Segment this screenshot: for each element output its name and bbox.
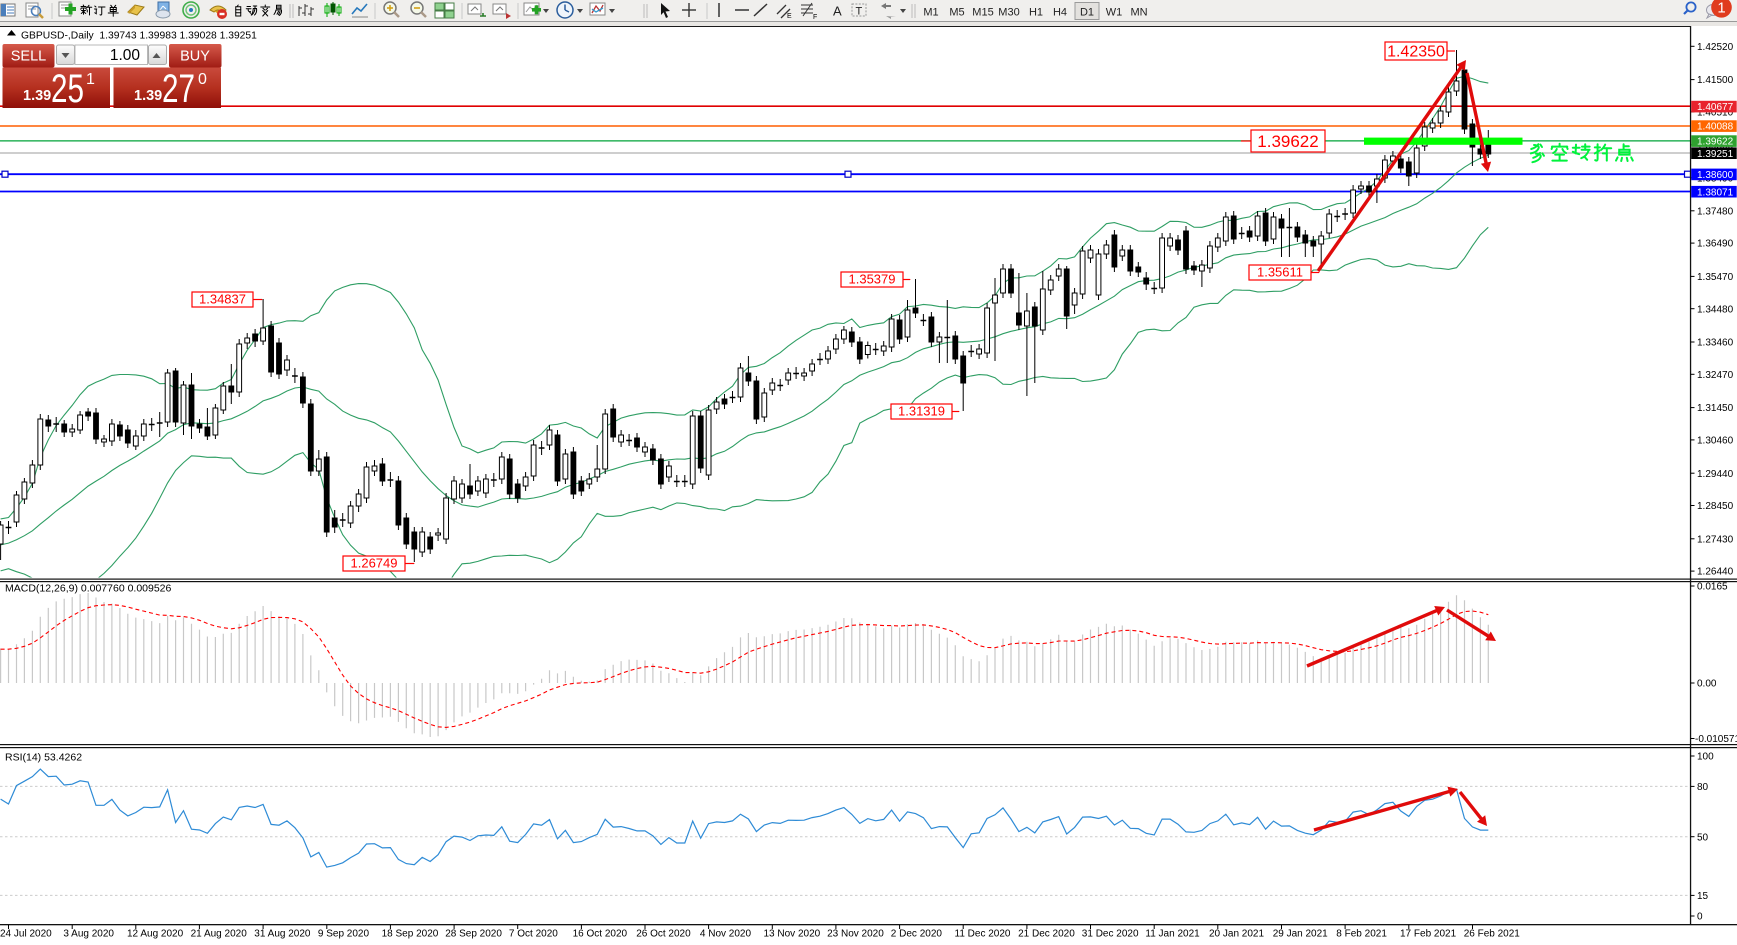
svg-text:27: 27 (162, 67, 195, 111)
svg-text:D1: D1 (1080, 7, 1094, 19)
svg-text:0.00: 0.00 (1697, 679, 1717, 690)
svg-text:1.42350: 1.42350 (1387, 44, 1445, 61)
svg-text:BUY: BUY (180, 49, 210, 65)
svg-text:1.34837: 1.34837 (199, 292, 246, 307)
svg-text:1: 1 (86, 71, 95, 88)
svg-text:21 Aug 2020: 21 Aug 2020 (191, 929, 248, 940)
svg-text:F: F (813, 14, 817, 21)
svg-text:7 Oct 2020: 7 Oct 2020 (509, 929, 558, 940)
svg-text:1.35470: 1.35470 (1697, 272, 1734, 283)
svg-text:1.40510: 1.40510 (1697, 108, 1734, 119)
svg-text:15: 15 (1697, 891, 1709, 902)
svg-text:20 Jan 2021: 20 Jan 2021 (1209, 929, 1264, 940)
svg-text:M5: M5 (949, 7, 964, 19)
svg-text:0: 0 (198, 71, 207, 88)
svg-text:1.31450: 1.31450 (1697, 403, 1734, 414)
svg-text:100: 100 (1697, 752, 1714, 763)
svg-text:1.39622: 1.39622 (1697, 137, 1734, 148)
svg-text:RSI(14) 53.4262: RSI(14) 53.4262 (5, 752, 82, 764)
svg-text:21 Dec 2020: 21 Dec 2020 (1018, 929, 1075, 940)
svg-text:24 Jul 2020: 24 Jul 2020 (0, 929, 52, 940)
svg-text:1.41500: 1.41500 (1697, 75, 1734, 86)
svg-text:29 Jan 2021: 29 Jan 2021 (1273, 929, 1328, 940)
svg-text:1.33460: 1.33460 (1697, 338, 1734, 349)
svg-text:GBPUSD-,Daily 1.39743 1.39983: GBPUSD-,Daily 1.39743 1.39983 1.39028 1.… (21, 31, 257, 42)
svg-text:1.34480: 1.34480 (1697, 304, 1734, 315)
svg-text:1.39251: 1.39251 (1697, 149, 1734, 160)
svg-text:11 Jan 2021: 11 Jan 2021 (1145, 929, 1200, 940)
svg-text:1.39622: 1.39622 (1257, 132, 1318, 151)
svg-text:1.40677: 1.40677 (1697, 102, 1734, 113)
svg-text:1.35611: 1.35611 (1257, 265, 1303, 280)
svg-text:3 Aug 2020: 3 Aug 2020 (63, 929, 114, 940)
svg-text:0.0165: 0.0165 (1697, 582, 1728, 593)
svg-text:0: 0 (1697, 912, 1703, 923)
svg-text:1.39: 1.39 (134, 88, 162, 104)
svg-text:1.35379: 1.35379 (849, 272, 896, 287)
svg-text:17 Feb 2021: 17 Feb 2021 (1400, 929, 1457, 940)
svg-text:16 Oct 2020: 16 Oct 2020 (573, 929, 628, 940)
svg-text:26 Feb 2021: 26 Feb 2021 (1464, 929, 1521, 940)
svg-text:M15: M15 (972, 7, 993, 19)
svg-text:1.29440: 1.29440 (1697, 469, 1734, 480)
svg-text:MN: MN (1130, 7, 1147, 19)
svg-text:A: A (833, 4, 842, 19)
svg-text:1.00: 1.00 (110, 47, 141, 64)
svg-text:12 Aug 2020: 12 Aug 2020 (127, 929, 184, 940)
svg-text:1.38600: 1.38600 (1697, 170, 1734, 181)
svg-text:2 Dec 2020: 2 Dec 2020 (891, 929, 943, 940)
svg-text:H1: H1 (1029, 7, 1043, 19)
svg-text:11 Dec 2020: 11 Dec 2020 (955, 929, 1011, 940)
svg-text:1.30460: 1.30460 (1697, 436, 1734, 447)
svg-text:E: E (787, 13, 792, 20)
svg-text:1.40088: 1.40088 (1697, 122, 1734, 133)
svg-text:28 Sep 2020: 28 Sep 2020 (445, 929, 502, 940)
svg-text:18 Sep 2020: 18 Sep 2020 (382, 929, 439, 940)
svg-text:31 Aug 2020: 31 Aug 2020 (254, 929, 311, 940)
svg-text:31 Dec 2020: 31 Dec 2020 (1082, 929, 1139, 940)
svg-text:1.39: 1.39 (23, 88, 51, 104)
svg-text:1.38071: 1.38071 (1697, 187, 1734, 198)
svg-text:H4: H4 (1053, 7, 1067, 19)
svg-text:9 Sep 2020: 9 Sep 2020 (318, 929, 370, 940)
svg-text:13 Nov 2020: 13 Nov 2020 (764, 929, 821, 940)
svg-text:50: 50 (1697, 832, 1709, 843)
svg-text:1.31319: 1.31319 (898, 404, 945, 419)
svg-text:23 Nov 2020: 23 Nov 2020 (827, 929, 884, 940)
svg-text:80: 80 (1697, 782, 1709, 793)
svg-text:1.28450: 1.28450 (1697, 501, 1734, 512)
svg-text:1.37480: 1.37480 (1697, 206, 1734, 217)
svg-text:W1: W1 (1106, 7, 1123, 19)
svg-text:1.32470: 1.32470 (1697, 370, 1734, 381)
svg-text:1.36490: 1.36490 (1697, 239, 1734, 250)
svg-text:26 Oct 2020: 26 Oct 2020 (636, 929, 691, 940)
svg-text:8 Feb 2021: 8 Feb 2021 (1336, 929, 1387, 940)
svg-text:1.26440: 1.26440 (1697, 567, 1734, 578)
svg-text:25: 25 (51, 67, 84, 111)
svg-text:MACD(12,26,9) 0.007760 0.00952: MACD(12,26,9) 0.007760 0.009526 (5, 583, 172, 595)
svg-text:1: 1 (1717, 0, 1725, 17)
svg-text:4 Nov 2020: 4 Nov 2020 (700, 929, 752, 940)
svg-text:1.42520: 1.42520 (1697, 42, 1734, 53)
svg-text:M30: M30 (998, 7, 1019, 19)
svg-text:-0.010571: -0.010571 (1695, 734, 1737, 745)
svg-text:M1: M1 (923, 7, 938, 19)
svg-text:1.27430: 1.27430 (1697, 534, 1734, 545)
svg-text:1.26749: 1.26749 (351, 556, 398, 571)
svg-text:SELL: SELL (11, 49, 46, 65)
svg-text:T: T (856, 6, 863, 18)
